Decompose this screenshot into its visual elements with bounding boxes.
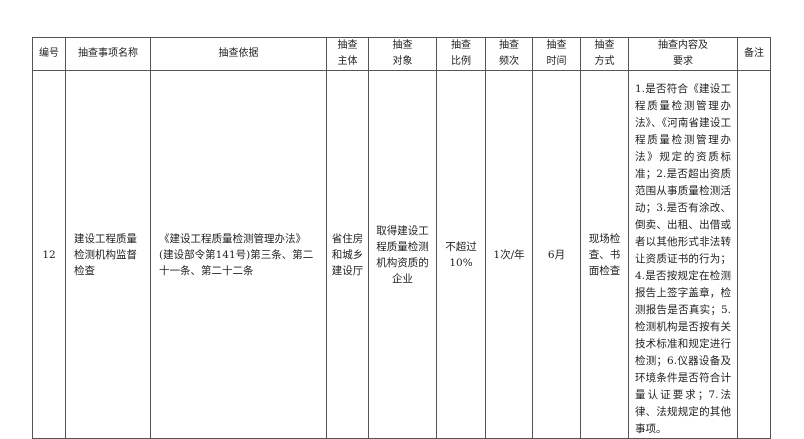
cell-content: 1.是否符合《建设工程质量检测管理办法》、《河南省建设工程质量检测管理办法》规定… [628,70,738,439]
header-subject: 抽查 主体 [326,37,369,71]
header-no: 编号 [32,37,66,71]
cell-no: 12 [32,70,66,439]
inspection-table: 编号 抽查事项名称 抽查依据 抽查 主体 抽查 对象 抽查 比例 抽查 频次 抽… [32,37,771,439]
cell-method: 现场检查、书面检查 [580,70,629,439]
header-basis: 抽查依据 [150,37,327,71]
header-content: 抽查内容及 要求 [628,37,738,71]
cell-subject: 省住房和城乡建设厅 [326,70,369,439]
cell-time: 6月 [532,70,581,439]
header-name: 抽查事项名称 [65,37,151,71]
table-row: 12 建设工程质量检测机构监督检查 《建设工程质量检测管理办法》(建设部令第14… [32,70,771,439]
header-ratio: 抽查 比例 [436,37,486,71]
header-row: 编号 抽查事项名称 抽查依据 抽查 主体 抽查 对象 抽查 比例 抽查 频次 抽… [32,37,771,71]
header-object: 抽查 对象 [368,37,437,71]
cell-object: 取得建设工程质量检测机构资质的企业 [368,70,437,439]
cell-remark [737,70,771,439]
header-method: 抽查 方式 [580,37,629,71]
cell-name: 建设工程质量检测机构监督检查 [65,70,151,439]
header-time: 抽查 时间 [532,37,581,71]
cell-basis: 《建设工程质量检测管理办法》(建设部令第141号)第三条、第二十一条、第二十二条 [150,70,327,439]
cell-frequency: 1次/年 [485,70,533,439]
header-frequency: 抽查 频次 [485,37,533,71]
cell-ratio: 不超过10% [436,70,486,439]
header-remark: 备注 [737,37,771,71]
